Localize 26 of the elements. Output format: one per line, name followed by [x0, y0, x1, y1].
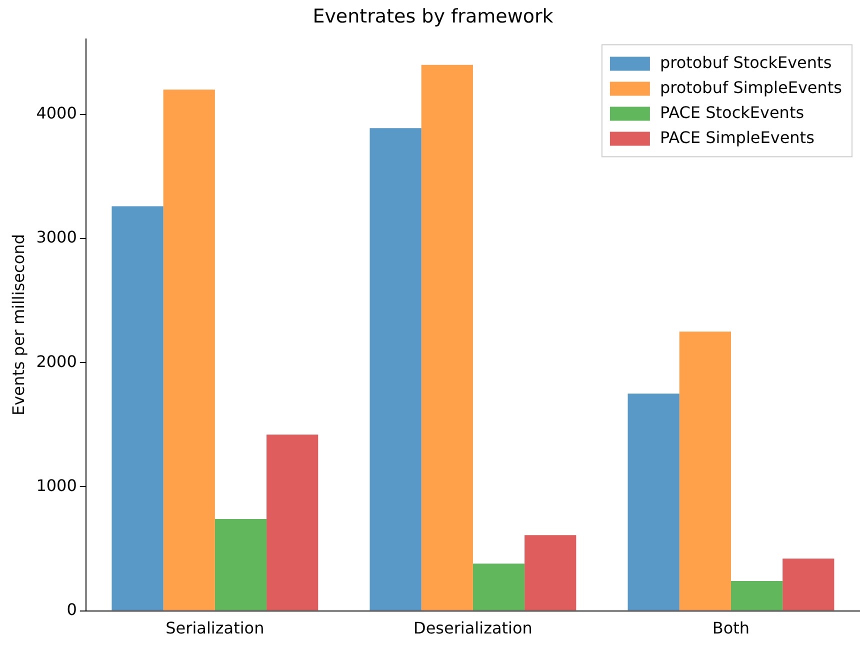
bar: [112, 206, 164, 610]
y-tick-label: 0: [66, 600, 77, 619]
bar: [266, 434, 318, 610]
x-tick-label: Serialization: [166, 618, 264, 638]
bar: [472, 564, 525, 610]
y-tick-label: 3000: [36, 228, 77, 247]
bar: [524, 535, 576, 610]
y-tick-label: 4000: [36, 104, 77, 123]
y-axis-title: Events per millisecond: [8, 234, 28, 416]
x-tick-label: Both: [712, 618, 750, 638]
bar: [370, 128, 422, 610]
x-tick-label: Deserialization: [414, 618, 532, 638]
bar: [421, 64, 473, 610]
bar: [679, 332, 731, 610]
bar: [730, 581, 783, 610]
chart-title: Eventrates by framework: [312, 5, 554, 28]
y-tick-label: 1000: [36, 476, 77, 495]
bar: [163, 90, 215, 610]
legend-label: PACE StockEvents: [660, 102, 804, 122]
bar: [628, 394, 680, 610]
legend-label: PACE SimpleEvents: [660, 128, 814, 147]
legend-label: protobuf SimpleEvents: [660, 78, 842, 97]
legend-label: protobuf StockEvents: [660, 52, 832, 72]
bar: [782, 558, 834, 610]
bar: [214, 518, 267, 610]
y-tick-label: 2000: [36, 352, 77, 371]
